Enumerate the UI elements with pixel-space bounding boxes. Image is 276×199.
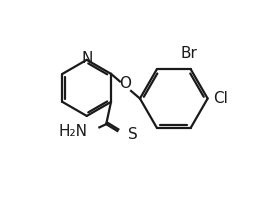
Text: S: S xyxy=(128,127,138,142)
Text: H₂N: H₂N xyxy=(59,124,88,139)
Text: Br: Br xyxy=(180,47,197,61)
Text: N: N xyxy=(81,51,92,66)
Text: O: O xyxy=(120,76,131,91)
Text: Cl: Cl xyxy=(213,91,228,106)
